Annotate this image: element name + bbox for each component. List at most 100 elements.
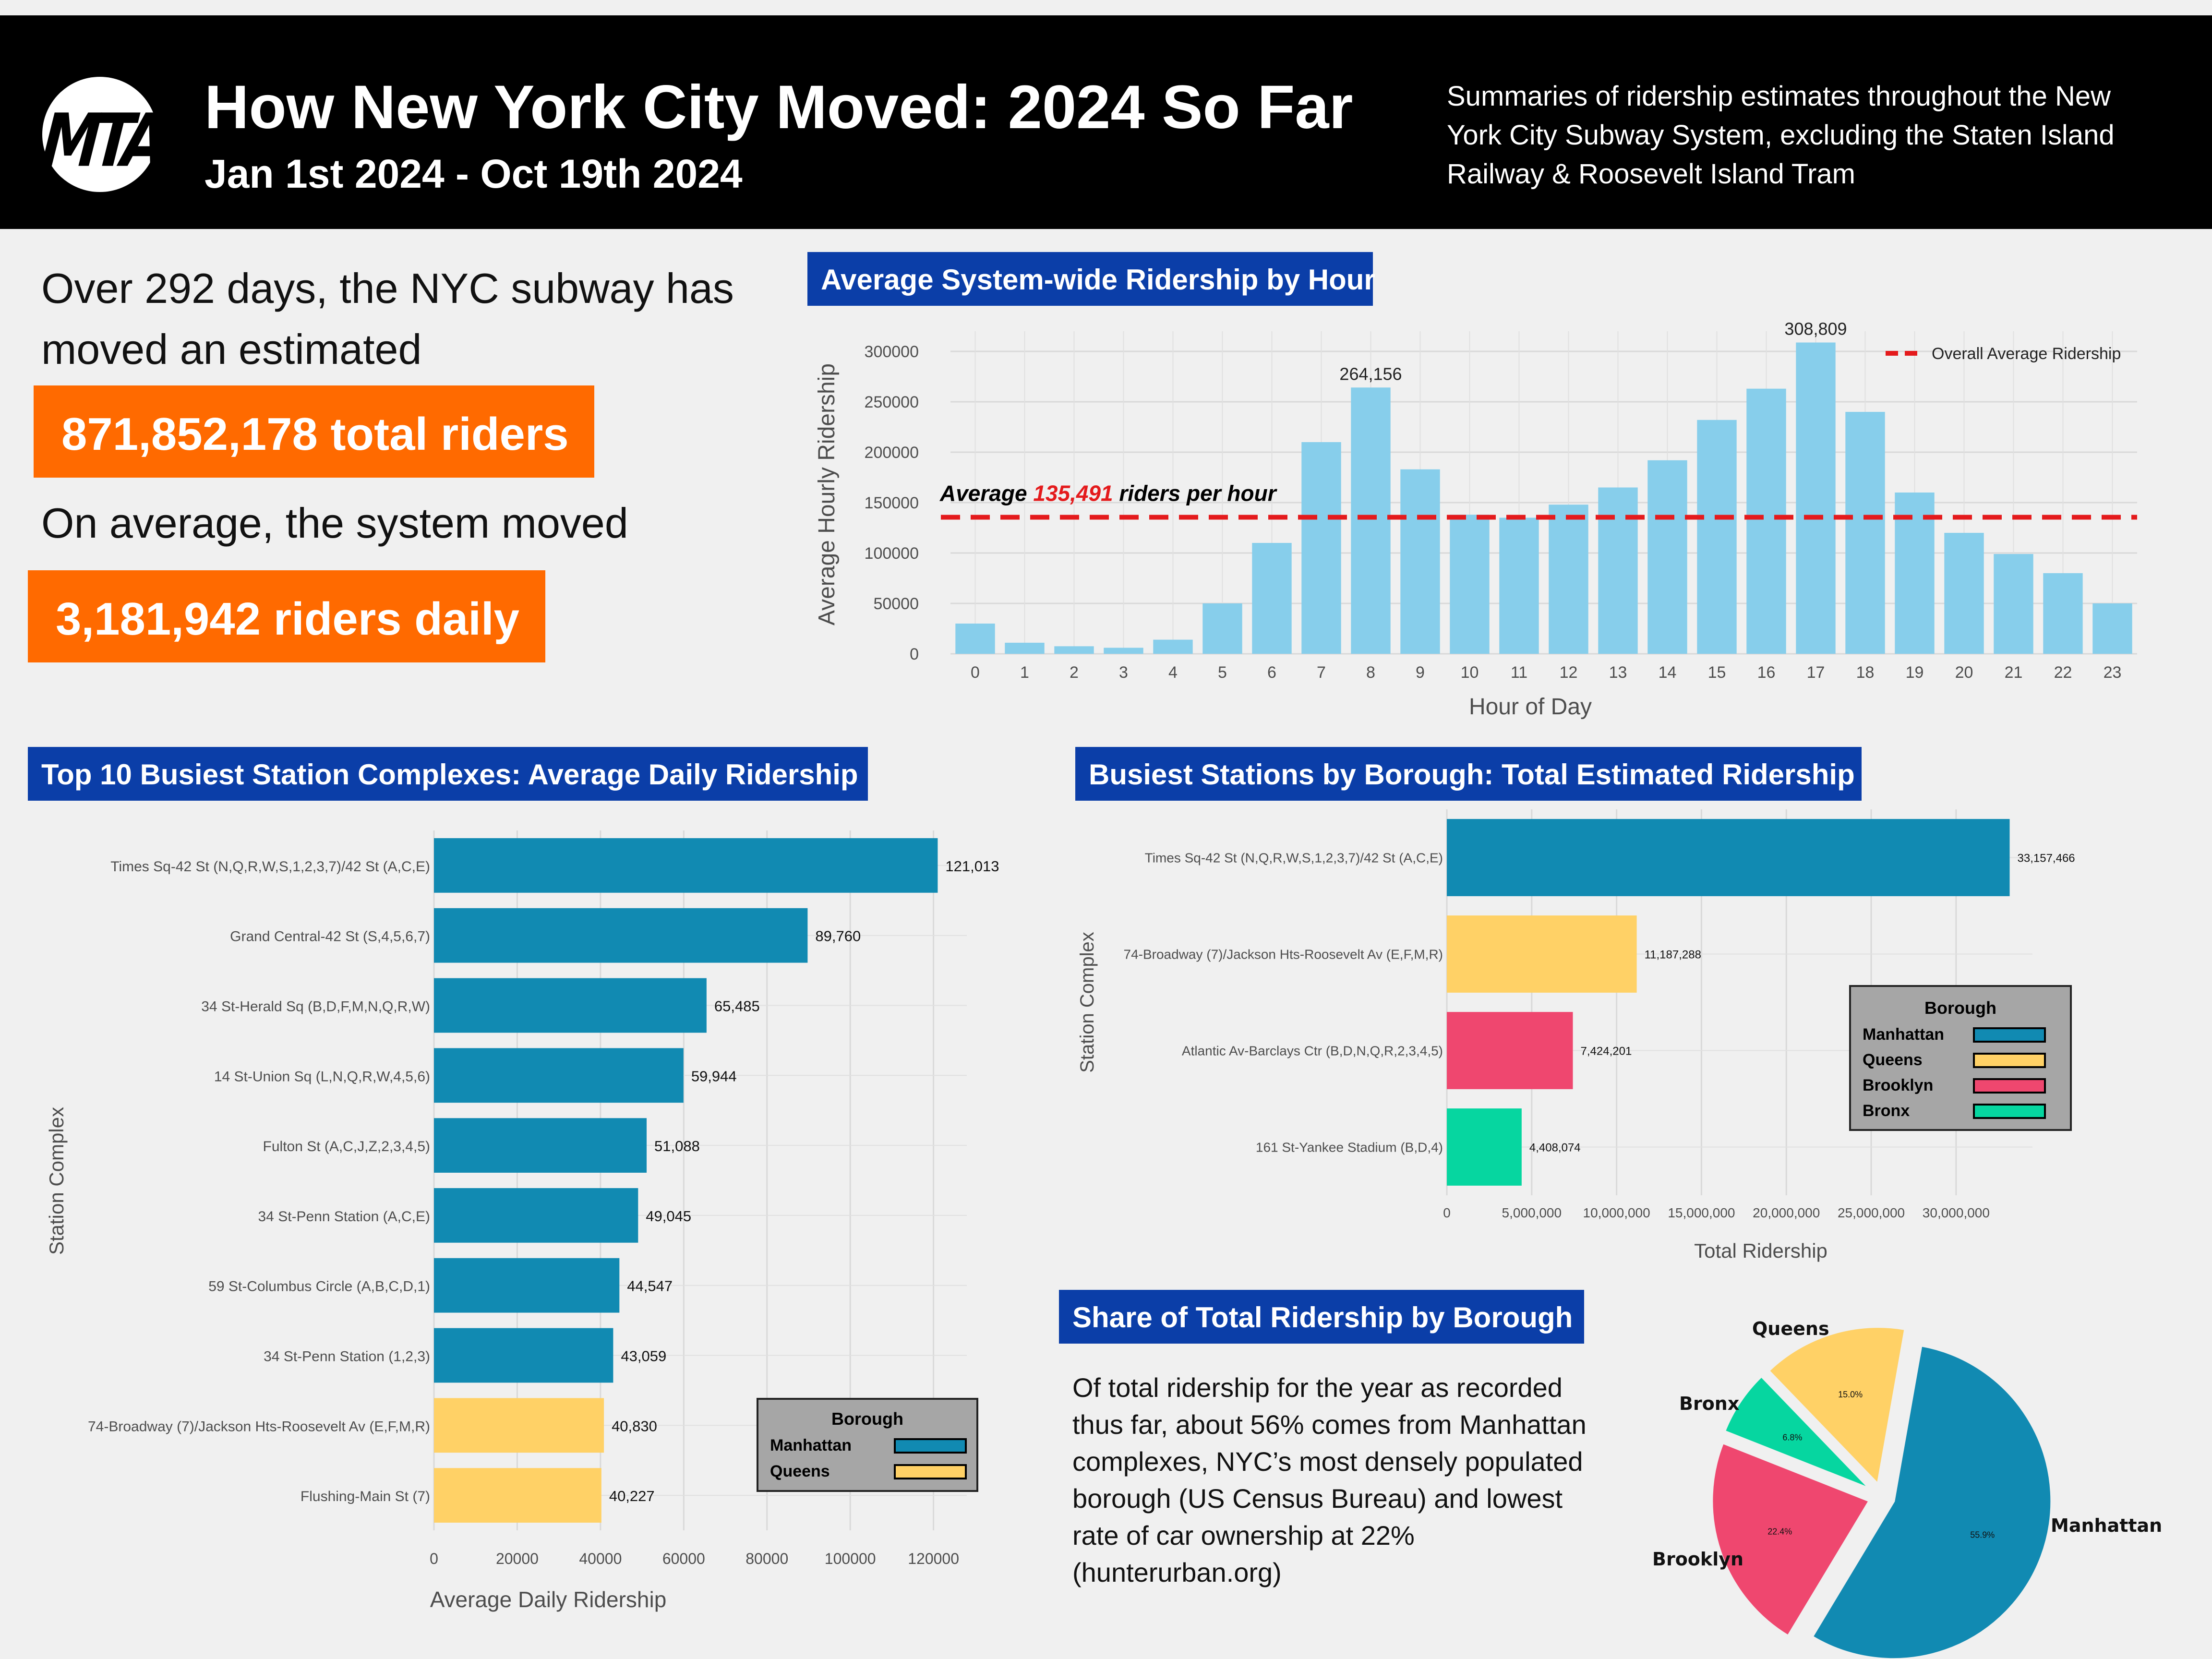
hourly-bar bbox=[1450, 515, 1490, 654]
hourly-x-tick-label: 8 bbox=[1366, 663, 1375, 682]
borough-x-tick-label: 15,000,000 bbox=[1668, 1205, 1735, 1220]
page-subtitle: Jan 1st 2024 - Oct 19th 2024 bbox=[204, 151, 743, 196]
top10-x-tick-label: 100000 bbox=[825, 1550, 876, 1567]
hourly-x-tick-label: 19 bbox=[1906, 663, 1924, 682]
top10-bar bbox=[434, 1188, 638, 1243]
top10-legend-title: Borough bbox=[831, 1409, 903, 1429]
daily-riders-box: 3,181,942 riders daily bbox=[28, 570, 545, 662]
top10-bar bbox=[434, 1468, 601, 1523]
top10-value-label: 44,547 bbox=[627, 1278, 673, 1295]
pie-percent-label: 55.9% bbox=[1970, 1530, 1995, 1540]
borough-value-label: 11,187,288 bbox=[1645, 949, 1701, 962]
borough-x-tick-label: 5,000,000 bbox=[1502, 1205, 1562, 1220]
hourly-bar bbox=[1301, 442, 1341, 654]
top10-x-tick-label: 60000 bbox=[662, 1550, 705, 1567]
hourly-bar bbox=[1994, 554, 2033, 654]
hourly-x-tick-label: 18 bbox=[1856, 663, 1875, 682]
summary-line-1: Over 292 days, the NYC subway has bbox=[41, 264, 734, 312]
borough-legend-label: Brooklyn bbox=[1863, 1076, 1933, 1094]
hourly-bar bbox=[2043, 573, 2083, 654]
hourly-y-tick-label: 50000 bbox=[873, 595, 919, 613]
borough-x-axis-title: Total Ridership bbox=[1694, 1239, 1827, 1262]
hourly-x-tick-label: 6 bbox=[1267, 663, 1276, 682]
borough-category-label: Atlantic Av-Barclays Ctr (B,D,N,Q,R,2,3,… bbox=[1182, 1044, 1443, 1058]
top10-value-label: 43,059 bbox=[621, 1348, 666, 1365]
hourly-legend-label: Overall Average Ridership bbox=[1932, 345, 2121, 363]
hourly-bar bbox=[1796, 342, 1836, 654]
hourly-y-tick-label: 0 bbox=[910, 645, 919, 663]
hourly-y-tick-label: 200000 bbox=[865, 444, 919, 462]
hourly-x-tick-label: 14 bbox=[1659, 663, 1677, 682]
hourly-bar bbox=[955, 624, 995, 654]
borough-value-label: 33,157,466 bbox=[2018, 852, 2075, 865]
header-banner: MTA How New York City Moved: 2024 So Far… bbox=[0, 15, 2212, 229]
hourly-bar bbox=[1697, 420, 1737, 654]
pie-percent-label: 22.4% bbox=[1767, 1527, 1792, 1537]
top10-category-label: Fulton St (A,C,J,Z,2,3,4,5) bbox=[263, 1139, 430, 1154]
hourly-x-tick-label: 0 bbox=[971, 663, 980, 682]
top10-value-label: 40,830 bbox=[612, 1418, 657, 1434]
section-title-hourly-text: Average System-wide Ridership by Hour bbox=[821, 264, 1375, 296]
borough-legend-label: Manhattan bbox=[1863, 1025, 1944, 1044]
borough-x-tick-label: 25,000,000 bbox=[1838, 1205, 1905, 1220]
top10-x-tick-label: 120000 bbox=[908, 1550, 959, 1567]
section-title-top10: Top 10 Busiest Station Complexes: Averag… bbox=[28, 747, 868, 801]
hourly-bar bbox=[1549, 505, 1588, 654]
share-description: Of total ridership for the year as recor… bbox=[1072, 1372, 1587, 1587]
pie-slice-manhattan bbox=[1810, 1343, 2054, 1659]
hourly-x-tick-label: 20 bbox=[1955, 663, 1973, 682]
top10-value-label: 49,045 bbox=[646, 1208, 691, 1225]
top10-value-label: 51,088 bbox=[654, 1138, 700, 1154]
hourly-y-tick-label: 250000 bbox=[865, 393, 919, 411]
hourly-bar bbox=[1746, 388, 1786, 654]
top10-category-label: Flushing-Main St (7) bbox=[301, 1489, 430, 1504]
hourly-x-tick-label: 17 bbox=[1807, 663, 1825, 682]
top10-bar bbox=[434, 1328, 613, 1383]
borough-x-tick-label: 20,000,000 bbox=[1753, 1205, 1820, 1220]
pie-slice-queens bbox=[1766, 1325, 1908, 1488]
header-description: Summaries of ridership estimates through… bbox=[1447, 81, 2115, 190]
top10-legend-label: Queens bbox=[770, 1462, 830, 1480]
top10-x-axis-title: Average Daily Ridership bbox=[430, 1587, 667, 1612]
pie-label-brooklyn: Brooklyn bbox=[1652, 1549, 1744, 1570]
hourly-bar bbox=[1647, 460, 1687, 654]
borough-category-label: 161 St-Yankee Stadium (B,D,4) bbox=[1256, 1140, 1443, 1155]
top10-value-label: 40,227 bbox=[609, 1488, 655, 1504]
borough-value-label: 4,408,074 bbox=[1529, 1142, 1581, 1154]
hourly-x-tick-label: 3 bbox=[1119, 663, 1128, 682]
pie-label-bronx: Bronx bbox=[1679, 1393, 1740, 1414]
top10-category-label: Grand Central-42 St (S,4,5,6,7) bbox=[230, 929, 430, 945]
hourly-x-tick-label: 16 bbox=[1757, 663, 1776, 682]
borough-bar bbox=[1447, 1012, 1573, 1089]
total-riders-text: 871,852,178 total riders bbox=[61, 409, 569, 460]
top10-bar bbox=[434, 1398, 604, 1453]
hourly-y-tick-label: 100000 bbox=[865, 544, 919, 563]
top10-legend-swatch bbox=[894, 1464, 967, 1479]
top10-category-label: 14 St-Union Sq (L,N,Q,R,W,4,5,6) bbox=[214, 1069, 430, 1084]
borough-legend-label: Bronx bbox=[1863, 1102, 1910, 1120]
pie-percent-label: 15.0% bbox=[1838, 1390, 1863, 1399]
hourly-x-axis-title: Hour of Day bbox=[1469, 694, 1592, 720]
hourly-x-tick-label: 22 bbox=[2054, 663, 2072, 682]
borough-x-tick-label: 30,000,000 bbox=[1923, 1205, 1990, 1220]
top10-value-label: 89,760 bbox=[815, 928, 861, 945]
top10-category-label: 34 St-Herald Sq (B,D,F,M,N,Q,R,W) bbox=[201, 999, 430, 1015]
top10-bar bbox=[434, 908, 808, 963]
pie-label-manhattan: Manhattan bbox=[2051, 1515, 2163, 1536]
hourly-bar bbox=[2092, 603, 2132, 654]
mta-logo: MTA bbox=[32, 77, 172, 192]
hourly-x-tick-label: 5 bbox=[1218, 663, 1227, 682]
average-annotation-part: Average bbox=[939, 481, 1033, 505]
top10-legend-swatch bbox=[894, 1438, 967, 1454]
top10-x-tick-label: 20000 bbox=[496, 1550, 539, 1567]
section-title-borough-stations: Busiest Stations by Borough: Total Estim… bbox=[1075, 747, 1862, 801]
section-title-share-text: Share of Total Ridership by Borough bbox=[1072, 1301, 1573, 1334]
top10-value-label: 65,485 bbox=[714, 998, 760, 1015]
borough-x-tick-label: 0 bbox=[1443, 1205, 1451, 1220]
total-riders-box: 871,852,178 total riders bbox=[34, 385, 594, 478]
hourly-bar bbox=[1005, 642, 1045, 654]
top10-category-label: 59 St-Columbus Circle (A,B,C,D,1) bbox=[208, 1279, 430, 1295]
top10-y-axis-title: Station Complex bbox=[45, 1107, 68, 1255]
